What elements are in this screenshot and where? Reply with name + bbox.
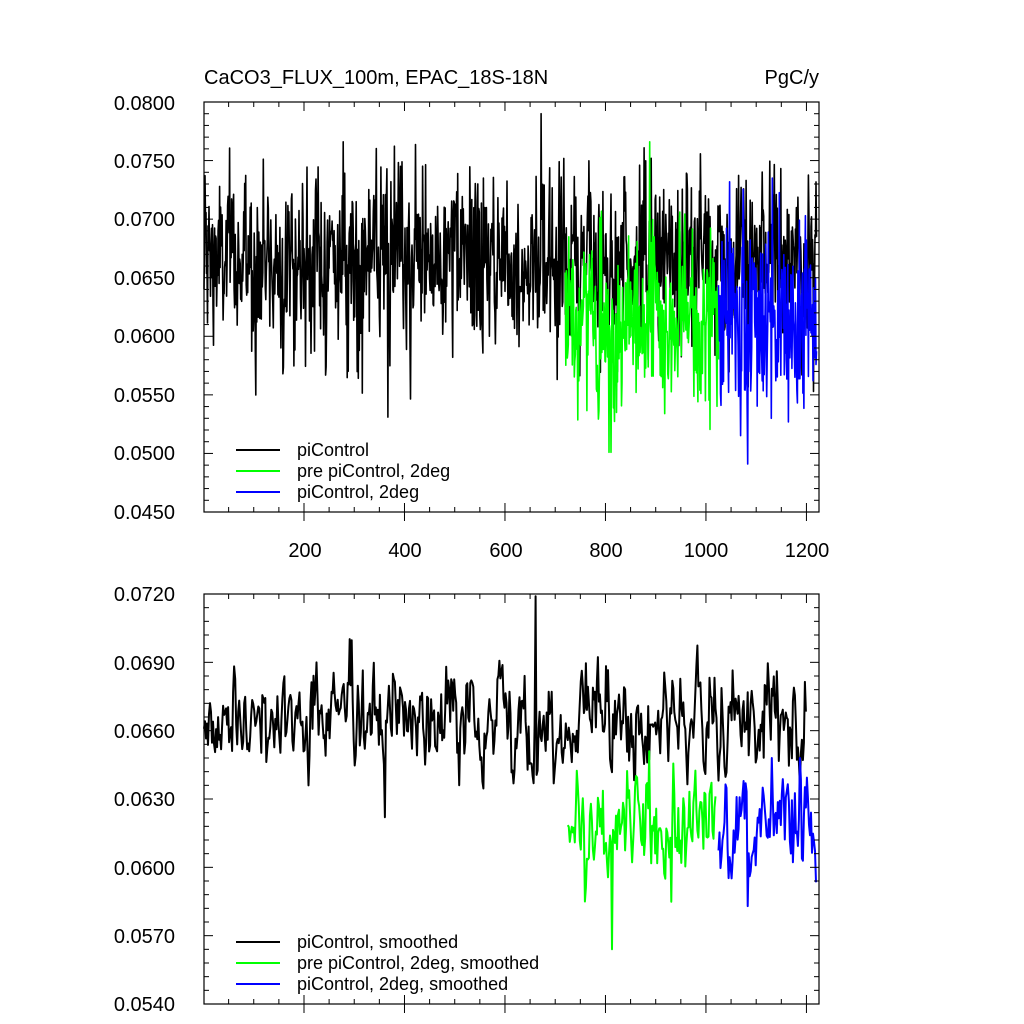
top-panel: CaCO3_FLUX_100m, EPAC_18S-18N PgC/y 0.04… (114, 67, 829, 562)
y-tick-label: 0.0570 (114, 926, 175, 948)
units-label: PgC/y (765, 67, 819, 89)
y-tick-label: 0.0540 (114, 994, 175, 1016)
legend-label: piControl, 2deg, smoothed (297, 974, 508, 994)
x-tick-label: 800 (589, 540, 622, 562)
y-tick-label: 0.0500 (114, 443, 175, 465)
x-tick-label: 1000 (684, 540, 729, 562)
y-tick-label: 0.0450 (114, 502, 175, 524)
series-line-picontrol (203, 112, 818, 418)
series-line-picontrol-2deg-smoothed (717, 757, 817, 908)
y-tick-label: 0.0720 (114, 584, 175, 606)
legend-label: pre piControl, 2deg, smoothed (297, 953, 539, 973)
y-tick-label: 0.0750 (114, 151, 175, 173)
bottom-legend: piControl, smoothed pre piControl, 2deg,… (236, 932, 539, 994)
y-tick-label: 0.0660 (114, 721, 175, 743)
series-line-pre-picontrol-2deg-smoothed (566, 750, 717, 951)
x-tick-label: 200 (288, 540, 321, 562)
y-tick-label: 0.0550 (114, 385, 175, 407)
series-line-picontrol-2deg (717, 177, 818, 465)
top-axis-ticks (204, 101, 819, 521)
bottom-series-group (203, 595, 817, 951)
y-tick-label: 0.0600 (114, 326, 175, 348)
legend-label: piControl, 2deg (297, 482, 419, 502)
top-plot-frame (203, 101, 820, 513)
y-tick-label: 0.0650 (114, 268, 175, 290)
top-legend: piControl pre piControl, 2deg piControl,… (236, 440, 450, 502)
y-tick-label: 0.0630 (114, 789, 175, 811)
y-tick-label: 0.0600 (114, 858, 175, 880)
bottom-panel: 0.0540 0.0570 0.0600 0.0630 0.0660 0.069… (114, 584, 820, 1016)
chart-title: CaCO3_FLUX_100m, EPAC_18S-18N (204, 67, 548, 89)
legend-label: piControl, smoothed (297, 932, 458, 952)
series-line-pre-picontrol-2deg (564, 141, 720, 454)
top-y-tick-labels: 0.0450 0.0500 0.0550 0.0600 0.0650 0.070… (114, 93, 175, 524)
top-x-tick-labels: 200 400 600 800 1000 1200 (288, 540, 829, 562)
y-tick-label: 0.0690 (114, 653, 175, 675)
bottom-axis-ticks (204, 593, 819, 1013)
x-tick-label: 1200 (785, 540, 830, 562)
x-tick-label: 400 (388, 540, 421, 562)
top-series-group (203, 112, 818, 465)
bottom-y-tick-labels: 0.0540 0.0570 0.0600 0.0630 0.0660 0.069… (114, 584, 175, 1016)
series-line-picontrol-smoothed (203, 595, 807, 819)
x-tick-label: 600 (489, 540, 522, 562)
y-tick-label: 0.0700 (114, 209, 175, 231)
y-tick-label: 0.0800 (114, 93, 175, 115)
legend-label: pre piControl, 2deg (297, 461, 450, 481)
legend-label: piControl (297, 440, 369, 460)
